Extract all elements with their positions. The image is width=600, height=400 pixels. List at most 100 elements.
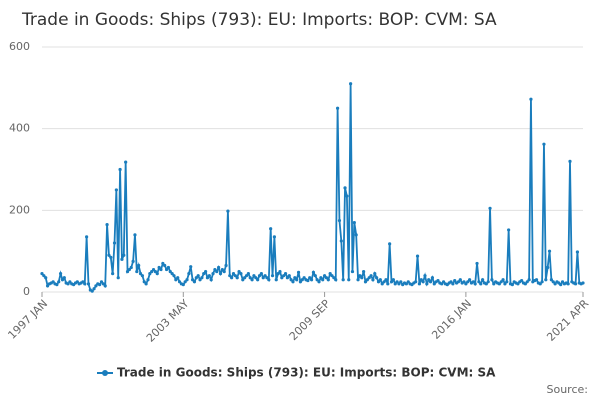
point (181, 283, 185, 287)
point (428, 280, 433, 284)
point (475, 261, 479, 266)
point (456, 280, 461, 284)
point (287, 274, 291, 278)
legend-label: Trade in Goods: Ships (793): EU: Imports… (117, 366, 496, 380)
point (168, 269, 172, 274)
point (453, 278, 457, 283)
point (430, 276, 435, 280)
point (163, 263, 167, 268)
point (189, 265, 193, 269)
point (243, 276, 247, 280)
y-tick-label: 0 (23, 285, 30, 298)
point (497, 282, 501, 286)
point (81, 280, 85, 284)
point (449, 280, 453, 284)
point (144, 282, 148, 286)
point (560, 280, 565, 284)
point (343, 186, 347, 190)
point (324, 276, 329, 280)
point (575, 250, 580, 254)
point (241, 278, 245, 282)
point (505, 280, 509, 284)
point (209, 278, 213, 282)
point (118, 167, 122, 172)
point (111, 272, 115, 276)
point (441, 280, 446, 284)
point (103, 284, 107, 288)
point (397, 282, 401, 286)
point (334, 278, 338, 282)
point (471, 280, 475, 284)
point (114, 188, 118, 192)
point (559, 283, 563, 287)
point (568, 159, 572, 163)
point (55, 283, 59, 287)
point (159, 267, 163, 272)
point (291, 280, 295, 284)
point (481, 278, 485, 282)
point (153, 269, 158, 274)
point (391, 278, 395, 282)
point (296, 270, 301, 274)
point (529, 97, 533, 101)
point (90, 289, 94, 293)
point (231, 272, 236, 276)
point (395, 280, 399, 284)
point (211, 272, 215, 276)
point (414, 280, 418, 284)
point (389, 280, 394, 284)
point (261, 276, 265, 280)
point (328, 272, 332, 276)
point (57, 280, 61, 284)
point (62, 276, 66, 280)
point (233, 274, 237, 278)
point (337, 218, 342, 223)
point (436, 278, 440, 283)
point (177, 280, 182, 284)
point (362, 269, 366, 274)
series-line (41, 83, 584, 293)
point (42, 274, 46, 278)
point (384, 278, 388, 282)
point (356, 278, 360, 282)
point (388, 242, 392, 246)
y-tick-label: 600 (9, 40, 30, 53)
point (155, 272, 159, 276)
point (421, 280, 425, 284)
point (239, 272, 243, 276)
point (174, 278, 178, 282)
point (300, 278, 304, 282)
point (215, 269, 219, 274)
point (311, 270, 316, 274)
point (553, 282, 557, 286)
point (373, 272, 377, 276)
point (142, 280, 146, 284)
point (204, 269, 208, 274)
point (581, 281, 585, 285)
point (148, 272, 152, 276)
point (484, 282, 488, 286)
point (217, 265, 221, 270)
point (250, 278, 254, 282)
x-tick-label: 2009 SEP (287, 297, 333, 343)
point (116, 276, 120, 280)
point (488, 206, 492, 210)
point (462, 280, 466, 284)
point (282, 274, 286, 278)
point (137, 263, 141, 268)
point (573, 282, 578, 286)
point (127, 267, 131, 272)
point (313, 274, 317, 278)
point (425, 282, 429, 286)
point (133, 233, 137, 237)
point (341, 278, 345, 282)
point (99, 280, 104, 284)
point (283, 272, 288, 276)
point (244, 274, 249, 278)
point (256, 278, 260, 282)
point (540, 280, 544, 284)
point (218, 272, 223, 276)
point (339, 239, 343, 243)
point (503, 282, 507, 286)
point (363, 280, 368, 284)
